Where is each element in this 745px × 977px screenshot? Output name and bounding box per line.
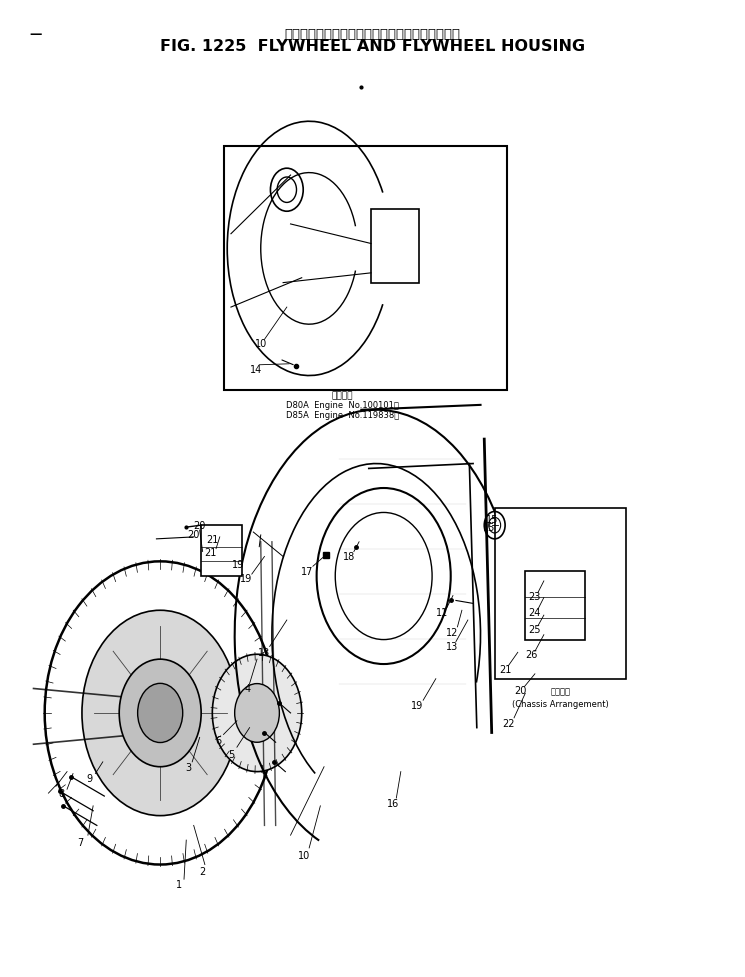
Text: 13: 13 xyxy=(446,642,458,652)
Text: 1: 1 xyxy=(176,879,182,889)
Text: 19: 19 xyxy=(232,560,244,570)
FancyBboxPatch shape xyxy=(224,147,507,391)
Text: 2: 2 xyxy=(200,867,206,876)
Text: (Chassis Arrangement): (Chassis Arrangement) xyxy=(513,699,609,708)
Text: 6: 6 xyxy=(215,736,221,745)
Bar xyxy=(201,526,242,576)
Text: 21: 21 xyxy=(204,547,216,557)
Text: 車体平置: 車体平置 xyxy=(551,686,571,696)
Bar xyxy=(371,210,419,283)
Text: 17: 17 xyxy=(301,567,313,576)
Text: 19: 19 xyxy=(411,701,423,710)
Circle shape xyxy=(235,684,279,743)
Text: 20: 20 xyxy=(194,521,206,531)
Bar xyxy=(495,508,626,679)
Text: D85A  Engine  No.119838－: D85A Engine No.119838－ xyxy=(286,410,399,420)
Text: 11: 11 xyxy=(436,608,448,617)
Text: 9: 9 xyxy=(86,774,92,784)
Text: 23: 23 xyxy=(529,591,541,601)
Text: 14: 14 xyxy=(250,364,261,374)
Circle shape xyxy=(119,659,201,767)
Text: FIG. 1225  FLYWHEEL AND FLYWHEEL HOUSING: FIG. 1225 FLYWHEEL AND FLYWHEEL HOUSING xyxy=(160,39,585,55)
Text: 25: 25 xyxy=(529,624,541,634)
Text: 15: 15 xyxy=(486,515,498,525)
Text: 10: 10 xyxy=(298,850,310,860)
Text: 20: 20 xyxy=(514,686,526,696)
Text: 8: 8 xyxy=(58,788,64,798)
Text: フライホイールおよびフライホイールハウジング: フライホイールおよびフライホイールハウジング xyxy=(285,27,460,41)
Circle shape xyxy=(82,611,238,816)
Text: 10: 10 xyxy=(255,339,267,349)
Text: 16: 16 xyxy=(387,798,399,808)
Text: 12: 12 xyxy=(446,627,458,637)
Text: 24: 24 xyxy=(529,608,541,617)
Text: 適用番号: 適用番号 xyxy=(332,391,353,401)
Text: 20: 20 xyxy=(188,530,200,539)
Text: 4: 4 xyxy=(244,684,250,694)
Bar xyxy=(525,572,585,640)
Text: 15: 15 xyxy=(484,523,495,532)
Text: 26: 26 xyxy=(525,650,537,659)
Text: 3: 3 xyxy=(186,762,191,772)
Text: 5: 5 xyxy=(228,749,234,759)
Text: 7: 7 xyxy=(77,837,83,847)
Text: 21: 21 xyxy=(206,534,218,544)
Text: 18: 18 xyxy=(343,552,355,562)
Text: 13: 13 xyxy=(259,648,270,658)
Text: 21: 21 xyxy=(499,664,511,674)
Text: D80A  Engine  No.100101－: D80A Engine No.100101－ xyxy=(286,401,399,410)
Text: —: — xyxy=(30,27,42,41)
Circle shape xyxy=(212,655,302,772)
Text: 19: 19 xyxy=(240,573,252,583)
Circle shape xyxy=(138,684,183,743)
Text: 22: 22 xyxy=(502,718,514,728)
